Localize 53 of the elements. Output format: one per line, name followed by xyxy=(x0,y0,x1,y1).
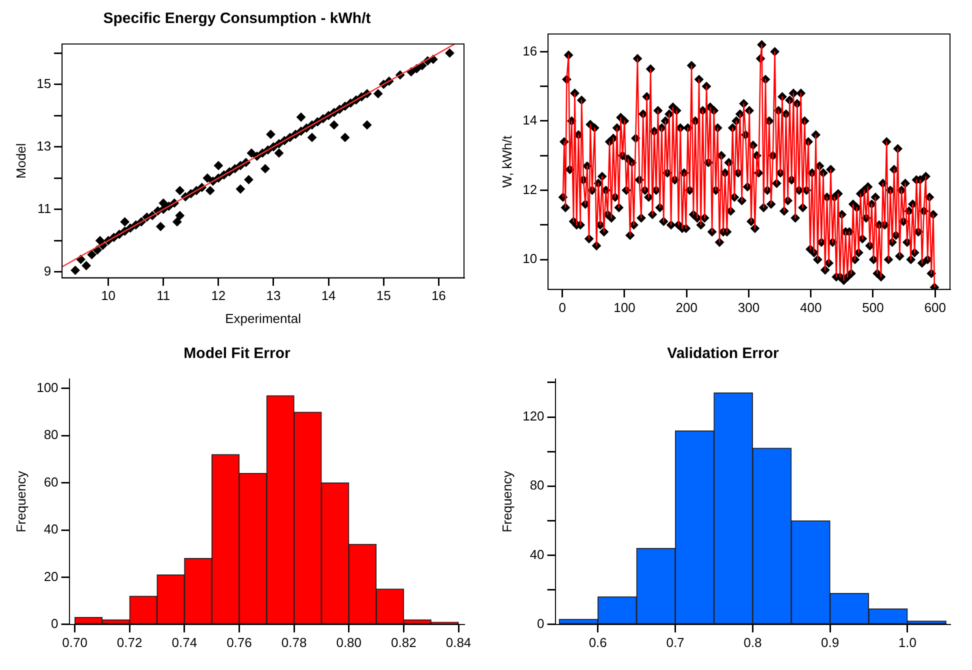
x-tick-label: 0.72 xyxy=(116,634,142,650)
y-tick-label: 9 xyxy=(44,263,52,278)
x-tick-label: 0.78 xyxy=(281,634,307,650)
y-tick-label: 12 xyxy=(522,182,538,197)
x-tick-label: 16 xyxy=(431,288,446,304)
chart-title: Specific Energy Consumption - kWh/t xyxy=(103,10,371,28)
x-tick-label: 0.80 xyxy=(336,634,362,650)
y-tick-label: 10 xyxy=(522,251,538,266)
x-tick-label: 0.82 xyxy=(391,634,416,650)
x-tick-label: 15 xyxy=(376,288,391,304)
y-axis-title: Frequency xyxy=(499,470,514,532)
x-tick-label: 0 xyxy=(558,300,566,315)
y-tick-label: 0 xyxy=(51,616,58,631)
y-axis-title: Model xyxy=(13,143,28,179)
x-tick-label: 11 xyxy=(156,288,170,304)
y-tick-label: 80 xyxy=(530,478,544,493)
x-tick-label: 1.0 xyxy=(898,634,916,650)
x-tick-label: 0.84 xyxy=(446,634,472,650)
x-tick-label: 0.7 xyxy=(666,634,684,650)
y-tick-label: 11 xyxy=(38,200,52,216)
x-axis-title: Experimental xyxy=(225,310,302,326)
y-tick-label: 15 xyxy=(36,76,52,91)
x-tick-label: 400 xyxy=(800,300,822,315)
y-tick-label: 80 xyxy=(44,427,58,442)
x-tick-label: 600 xyxy=(924,300,946,315)
y-tick-label: 60 xyxy=(44,474,58,490)
x-tick-label: 300 xyxy=(738,300,760,315)
y-tick-label: 0 xyxy=(537,616,544,631)
y-tick-label: 100 xyxy=(36,380,58,396)
y-tick-label: 14 xyxy=(522,112,538,128)
x-tick-label: 200 xyxy=(676,300,698,315)
x-tick-label: 500 xyxy=(862,300,884,315)
y-tick-label: 13 xyxy=(36,138,52,154)
y-tick-label: 20 xyxy=(44,568,58,584)
y-axis-title: Frequency xyxy=(13,470,28,532)
y-tick-label: 40 xyxy=(44,522,58,537)
x-tick-label: 12 xyxy=(211,288,226,304)
chart-title: Validation Error xyxy=(667,345,780,362)
chart-title: Model Fit Error xyxy=(184,345,290,362)
x-tick-label: 0.6 xyxy=(588,634,607,650)
y-tick-label: 16 xyxy=(522,43,538,58)
y-axis-title: W, kWh/t xyxy=(499,135,514,188)
x-tick-label: 0.76 xyxy=(226,634,252,650)
x-tick-label: 0.8 xyxy=(744,634,762,650)
x-tick-label: 0.70 xyxy=(62,634,88,650)
x-tick-label: 10 xyxy=(101,288,116,304)
x-tick-label: 13 xyxy=(266,288,281,304)
x-tick-label: 0.9 xyxy=(821,634,840,650)
y-tick-label: 40 xyxy=(530,546,544,562)
y-tick-label: 120 xyxy=(522,408,544,424)
x-tick-label: 100 xyxy=(614,300,636,315)
x-tick-label: 0.74 xyxy=(172,634,198,650)
x-tick-label: 14 xyxy=(321,288,336,304)
